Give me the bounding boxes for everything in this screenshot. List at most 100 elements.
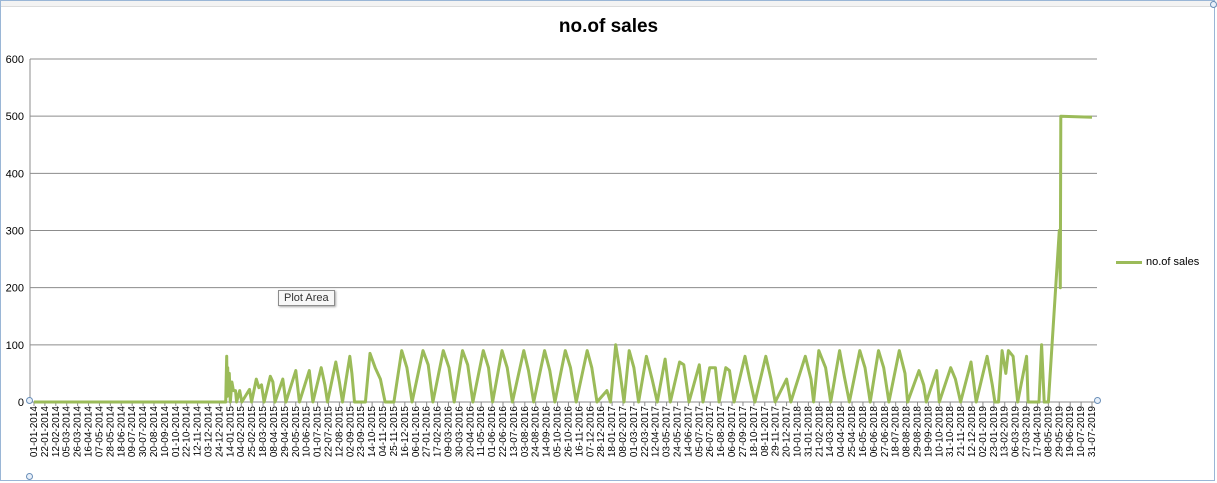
x-tick-label: 26-03-2014	[73, 406, 84, 458]
x-tick-label: 02-09-2015	[345, 406, 356, 458]
x-tick-label: 03-08-2016	[520, 406, 531, 458]
x-tick-label: 30-07-2014	[138, 406, 149, 458]
x-tick-label: 14-03-2018	[825, 406, 836, 458]
y-tick-label: 500	[6, 111, 24, 123]
y-tick-label: 600	[6, 54, 24, 66]
y-axis-ticks: 0 100 200 300 400 500 600	[6, 54, 24, 409]
x-tick-label: 22-01-2014	[40, 406, 51, 458]
selection-handle[interactable]	[1210, 1, 1217, 8]
selection-handle[interactable]	[26, 397, 33, 404]
x-tick-label: 29-08-2018	[912, 406, 923, 458]
x-tick-label: 29-11-2017	[771, 406, 782, 457]
x-tick-label: 10-07-2019	[1076, 406, 1087, 458]
legend-label: no.of sales	[1146, 256, 1200, 268]
x-tick-label: 25-02-2015	[247, 406, 258, 458]
legend[interactable]: no.of sales	[1116, 256, 1199, 268]
x-tick-label: 01-06-2016	[487, 406, 498, 458]
x-tick-label: 12-04-2017	[651, 406, 662, 458]
x-tick-label: 24-08-2016	[531, 406, 542, 458]
x-tick-label: 20-08-2014	[149, 406, 160, 458]
x-tick-label: 16-08-2017	[716, 406, 727, 458]
x-tick-label: 08-05-2019	[1043, 406, 1054, 458]
x-tick-label: 20-05-2015	[291, 406, 302, 458]
x-tick-label: 16-11-2016	[574, 406, 585, 457]
x-tick-label: 12-11-2014	[193, 406, 204, 457]
x-tick-label: 28-12-2016	[596, 406, 607, 458]
x-tick-label: 10-10-2018	[934, 406, 945, 458]
x-tick-label: 21-02-2018	[814, 406, 825, 458]
x-tick-label: 24-05-2017	[673, 406, 684, 458]
gridlines	[30, 58, 1097, 346]
x-tick-label: 18-03-2015	[258, 406, 269, 458]
x-tick-label: 27-03-2019	[1022, 406, 1033, 458]
x-tick-label: 12-08-2015	[334, 406, 345, 458]
x-tick-label: 05-03-2014	[62, 406, 73, 458]
x-tick-label: 01-03-2017	[629, 406, 640, 458]
x-tick-label: 06-03-2019	[1011, 406, 1022, 458]
x-tick-label: 08-08-2018	[902, 406, 913, 458]
selection-handle[interactable]	[1094, 397, 1101, 404]
x-tick-label: 31-01-2018	[803, 406, 814, 458]
x-tick-label: 06-09-2017	[727, 406, 738, 458]
x-tick-label: 23-01-2019	[989, 406, 1000, 458]
x-tick-label: 14-01-2015	[225, 406, 236, 458]
series-line-no-of-sales	[34, 114, 1093, 404]
x-tick-label: 26-10-2016	[563, 406, 574, 458]
x-tick-label: 04-11-2015	[378, 406, 389, 457]
x-tick-label: 25-04-2018	[847, 406, 858, 458]
x-tick-label: 07-12-2016	[585, 406, 596, 458]
x-tick-label: 10-09-2014	[160, 406, 171, 458]
x-axis-ticks: 01-01-2014 22-01-2014 12-02-2014 05-03-2014…	[29, 402, 1098, 457]
x-tick-label: 24-12-2014	[214, 406, 225, 458]
x-tick-label: 06-01-2016	[411, 406, 422, 458]
x-tick-label: 04-04-2018	[836, 406, 847, 458]
x-tick-label: 31-07-2019	[1087, 406, 1098, 458]
x-tick-label: 27-01-2016	[422, 406, 433, 458]
x-tick-label: 13-07-2016	[509, 406, 520, 458]
x-tick-label: 27-06-2018	[880, 406, 891, 458]
plot-area-tooltip: Plot Area	[278, 290, 335, 306]
x-tick-label: 01-10-2014	[171, 406, 182, 458]
x-tick-label: 09-07-2014	[127, 406, 138, 458]
x-tick-label: 07-05-2014	[94, 406, 105, 458]
x-tick-label: 16-12-2015	[400, 406, 411, 458]
spreadsheet-grid-strip	[0, 0, 1217, 7]
x-tick-label: 05-07-2017	[694, 406, 705, 458]
x-tick-label: 12-02-2014	[51, 406, 62, 458]
x-tick-label: 16-04-2014	[84, 406, 95, 458]
x-tick-label: 22-07-2015	[323, 406, 334, 458]
x-tick-label: 27-09-2017	[738, 406, 749, 458]
x-tick-label: 14-06-2017	[683, 406, 694, 458]
x-tick-label: 28-05-2014	[105, 406, 116, 458]
x-tick-label: 18-07-2018	[891, 406, 902, 458]
x-tick-label: 31-10-2018	[945, 406, 956, 458]
x-tick-label: 14-10-2015	[367, 406, 378, 458]
x-tick-label: 19-06-2019	[1065, 406, 1076, 458]
x-tick-label: 01-01-2014	[29, 406, 40, 458]
x-tick-label: 01-07-2015	[313, 406, 324, 458]
x-tick-label: 16-05-2018	[858, 406, 869, 458]
x-tick-label: 03-12-2014	[204, 406, 215, 458]
x-tick-label: 05-10-2016	[553, 406, 564, 458]
y-tick-label: 100	[6, 340, 24, 352]
y-tick-label: 0	[18, 397, 24, 409]
x-tick-label: 18-06-2014	[116, 406, 127, 458]
x-tick-label: 18-10-2017	[749, 406, 760, 458]
y-tick-label: 400	[6, 168, 24, 180]
x-tick-label: 25-11-2015	[389, 406, 400, 457]
y-tick-label: 200	[6, 283, 24, 295]
x-tick-label: 10-06-2015	[302, 406, 313, 458]
x-tick-label: 02-01-2019	[978, 406, 989, 458]
y-tick-label: 300	[6, 226, 24, 238]
x-tick-label: 22-03-2017	[640, 406, 651, 458]
series-layer	[34, 114, 1093, 404]
x-tick-label: 04-02-2015	[236, 406, 247, 458]
x-tick-label: 03-05-2017	[662, 406, 673, 458]
x-tick-label: 30-03-2016	[454, 406, 465, 458]
x-tick-label: 17-02-2016	[433, 406, 444, 458]
x-tick-label: 22-06-2016	[498, 406, 509, 458]
selection-handle[interactable]	[26, 473, 33, 480]
x-tick-label: 19-09-2018	[923, 406, 934, 458]
